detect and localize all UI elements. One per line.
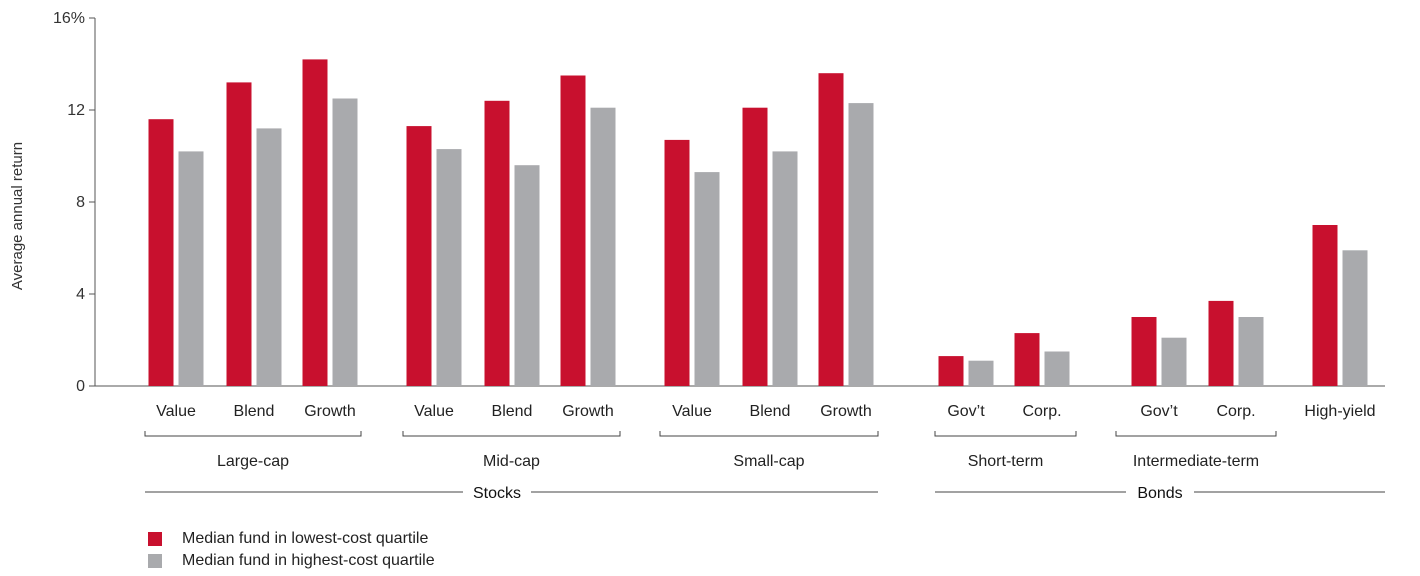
y-axis-title: Average annual return <box>9 142 26 290</box>
bar-lowest-cost <box>406 126 432 386</box>
category-label: Blend <box>750 403 791 420</box>
bar-lowest-cost <box>664 139 690 386</box>
category-label: High-yield <box>1304 403 1375 420</box>
group-label: Large-cap <box>217 453 289 470</box>
bar-highest-cost <box>1342 250 1368 386</box>
category-label: Blend <box>234 403 275 420</box>
y-tick-label: 8 <box>76 194 85 211</box>
section-label: Stocks <box>473 485 521 502</box>
bar-lowest-cost <box>560 75 586 386</box>
category-label: Value <box>672 403 712 420</box>
y-tick-label: 12 <box>67 102 85 119</box>
bar-highest-cost <box>694 172 720 386</box>
bar-lowest-cost <box>226 82 252 387</box>
category-label: Gov’t <box>947 403 985 420</box>
group-bracket <box>659 431 879 437</box>
bar-highest-cost <box>332 98 358 386</box>
bar-lowest-cost <box>1131 317 1157 386</box>
y-tick-label: 16% <box>53 10 85 27</box>
bar-highest-cost <box>178 151 204 386</box>
bar-lowest-cost <box>742 107 768 386</box>
category-label: Blend <box>492 403 533 420</box>
group-label: Small-cap <box>733 453 804 470</box>
category-label: Corp. <box>1216 403 1255 420</box>
bar-highest-cost <box>1044 351 1070 386</box>
bar-lowest-cost <box>1312 225 1338 386</box>
group-bracket <box>144 431 362 437</box>
legend-swatch-high-cost <box>148 554 162 568</box>
group-bracket <box>934 431 1077 437</box>
bar-lowest-cost <box>484 100 510 387</box>
y-tick-label: 0 <box>76 378 85 395</box>
group-label: Intermediate-term <box>1133 453 1259 470</box>
bar-highest-cost <box>968 360 994 386</box>
category-label: Growth <box>562 403 614 420</box>
category-label: Corp. <box>1022 403 1061 420</box>
legend-item-high-cost: Median fund in highest-cost quartile <box>148 550 435 572</box>
legend-swatch-low-cost <box>148 532 162 546</box>
bar-highest-cost <box>1161 337 1187 386</box>
group-bracket <box>1115 431 1277 437</box>
group-bracket <box>402 431 621 437</box>
bar-highest-cost <box>1238 317 1264 386</box>
bar-highest-cost <box>436 149 462 386</box>
bar-highest-cost <box>772 151 798 386</box>
y-tick-label: 4 <box>76 286 85 303</box>
bar-highest-cost <box>514 165 540 386</box>
bar-highest-cost <box>256 128 282 386</box>
bar-lowest-cost <box>938 356 964 386</box>
bar-lowest-cost <box>818 73 844 386</box>
legend-label-high-cost: Median fund in highest-cost quartile <box>182 552 435 569</box>
bar-lowest-cost <box>1014 333 1040 386</box>
group-label: Mid-cap <box>483 453 540 470</box>
bar-highest-cost <box>590 107 616 386</box>
bar-highest-cost <box>848 103 874 386</box>
category-label: Growth <box>820 403 872 420</box>
category-label: Value <box>414 403 454 420</box>
legend-item-low-cost: Median fund in lowest-cost quartile <box>148 528 435 550</box>
legend: Median fund in lowest-cost quartile Medi… <box>148 528 435 572</box>
category-label: Growth <box>304 403 356 420</box>
category-label: Gov’t <box>1140 403 1178 420</box>
group-label: Short-term <box>968 453 1044 470</box>
bar-lowest-cost <box>302 59 328 387</box>
section-label: Bonds <box>1137 485 1182 502</box>
bar-lowest-cost <box>148 119 174 386</box>
legend-label-low-cost: Median fund in lowest-cost quartile <box>182 530 429 547</box>
bar-lowest-cost <box>1208 300 1234 386</box>
category-label: Value <box>156 403 196 420</box>
